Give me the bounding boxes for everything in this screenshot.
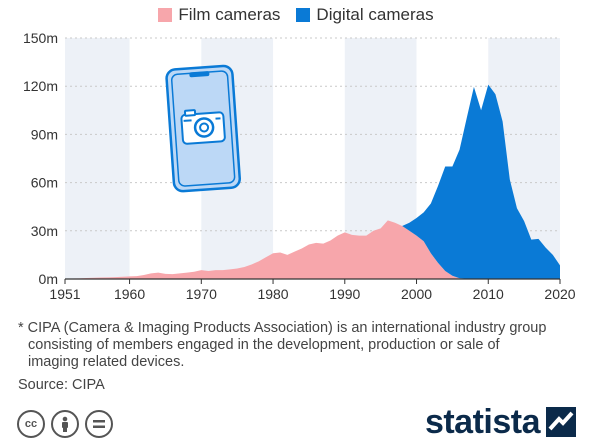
legend-item-digital[interactable]: Digital cameras xyxy=(296,5,434,25)
footnote-line-2: consisting of members engaged in the dev… xyxy=(28,337,500,353)
logo-text: statista xyxy=(424,403,541,441)
statista-mark-icon xyxy=(546,407,576,437)
area-chart: 0m 30m 60m 90m 120m 150m 1951 1960 1970 1980 1990 2… xyxy=(23,30,576,302)
x-tick-label: 1951 xyxy=(49,286,80,302)
smartphone-camera-icon xyxy=(165,64,241,193)
x-tick-label: 2000 xyxy=(401,286,432,302)
license-icons: cc xyxy=(17,410,113,438)
y-tick-label: 120m xyxy=(23,78,58,94)
background-band xyxy=(65,38,130,279)
x-tick-label: 2010 xyxy=(473,286,504,302)
y-tick-label: 90m xyxy=(31,126,58,142)
legend-label-digital: Digital cameras xyxy=(316,5,434,24)
x-tick-label: 1960 xyxy=(114,286,145,302)
x-tick-label: 2020 xyxy=(544,286,575,302)
y-tick-label: 0m xyxy=(39,271,58,287)
y-tick-label: 150m xyxy=(23,30,58,46)
digital-cameras-area xyxy=(65,84,560,280)
footnote-line-3: imaging related devices. xyxy=(28,354,185,370)
cc-icon[interactable]: cc xyxy=(17,410,45,438)
legend-item-film[interactable]: Film cameras xyxy=(158,5,280,25)
legend-swatch-film xyxy=(158,8,173,22)
area-series xyxy=(65,84,560,280)
statista-logo[interactable]: statista xyxy=(425,403,576,441)
x-tick-label: 1990 xyxy=(329,286,360,302)
chart-legend: Film cameras Digital cameras xyxy=(0,5,592,25)
footnote-line-1: * CIPA (Camera & Imaging Products Associ… xyxy=(18,320,547,336)
axes: 0m 30m 60m 90m 120m 150m 1951 1960 1970 1980 1990 2… xyxy=(23,30,576,302)
footnote: * CIPA (Camera & Imaging Products Associ… xyxy=(18,320,583,371)
y-tick-label: 30m xyxy=(31,223,58,239)
source-note: Source: CIPA xyxy=(18,377,105,393)
nd-icon[interactable] xyxy=(85,410,113,438)
film-cameras-area xyxy=(65,220,560,279)
by-icon[interactable] xyxy=(51,410,79,438)
legend-swatch-digital xyxy=(296,8,311,22)
y-tick-label: 60m xyxy=(31,175,58,191)
legend-label-film: Film cameras xyxy=(178,5,281,24)
x-tick-label: 1970 xyxy=(186,286,217,302)
x-tick-label: 1980 xyxy=(257,286,288,302)
